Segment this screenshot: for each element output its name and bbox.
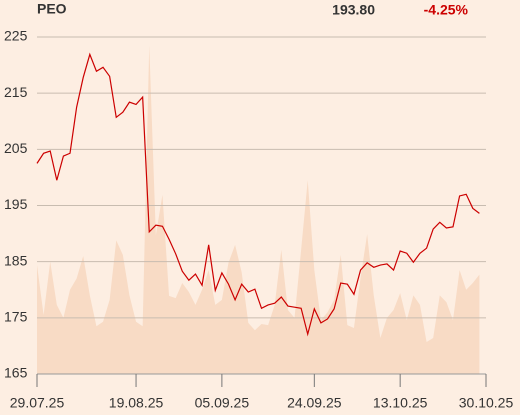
x-tick-label: 30.10.25 [459, 395, 514, 411]
y-tick-label: 205 [4, 140, 28, 156]
x-tick-label: 29.07.25 [10, 395, 65, 411]
change: -4.25% [424, 2, 469, 18]
price-line [36, 52, 480, 337]
y-tick-label: 195 [4, 196, 28, 212]
x-tick-label: 13.10.25 [373, 395, 428, 411]
price: 193.80 [332, 2, 375, 18]
y-tick-label: 185 [4, 252, 28, 268]
y-tick-label: 175 [4, 309, 28, 325]
volume-area [37, 45, 480, 375]
y-tick-label: 165 [4, 365, 28, 381]
x-tick-label: 19.08.25 [109, 395, 164, 411]
y-tick-label: 215 [4, 84, 28, 100]
x-tick-label: 05.09.25 [195, 395, 250, 411]
x-tick-label: 24.09.25 [287, 395, 342, 411]
ticker: PEO [37, 1, 67, 17]
y-tick-label: 225 [4, 28, 28, 44]
